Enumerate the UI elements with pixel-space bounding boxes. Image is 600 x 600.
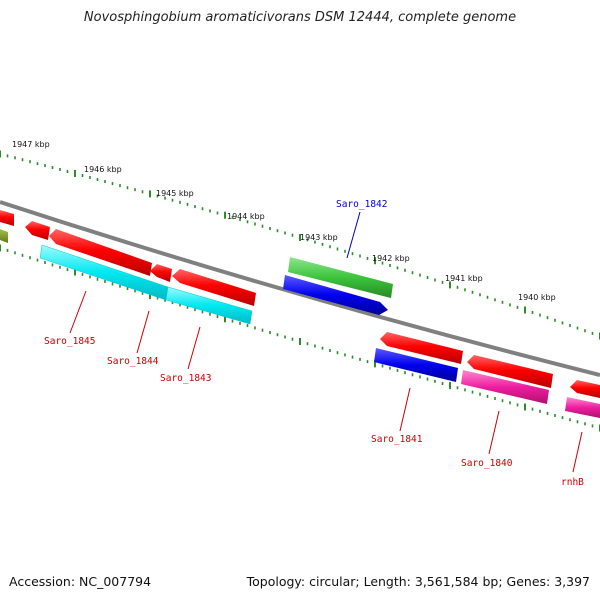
ruler-label: 1941 kbp [445, 274, 483, 283]
gene-label-saro-1840[interactable]: Saro_1840 [461, 458, 513, 469]
gene-arrow[interactable] [150, 264, 172, 282]
label-leader-line [346, 211, 361, 259]
rna-feature[interactable] [165, 286, 253, 325]
gene-label-saro-1843[interactable]: Saro_1843 [160, 373, 211, 384]
saro-1842-green-feature[interactable] [288, 257, 393, 298]
gene-label-saro-1842[interactable]: Saro_1842 [336, 199, 387, 210]
gene-arrow[interactable] [374, 348, 458, 382]
gene-arrow[interactable] [570, 380, 600, 398]
ruler-label: 1946 kbp [84, 165, 122, 174]
misc-feature[interactable] [461, 370, 549, 404]
gene-arrow[interactable] [467, 355, 553, 388]
label-leader-line [572, 431, 583, 473]
misc-feature[interactable] [565, 397, 600, 418]
inner-ruler [0, 244, 600, 432]
gene-arrow[interactable] [25, 221, 50, 240]
outer-ruler [0, 150, 600, 340]
gene-arrow[interactable] [380, 332, 463, 364]
ruler-label: 1943 kbp [300, 233, 338, 242]
accession-text: Accession: NC_007794 [9, 574, 152, 589]
saro-1842-gene-arrow[interactable] [283, 275, 388, 315]
ruler-label: 1942 kbp [372, 254, 410, 263]
label-leader-line [69, 290, 87, 334]
label-leader-line [488, 410, 500, 455]
gene-label-saro-1845[interactable]: Saro_1845 [44, 336, 95, 347]
genome-backbone [0, 200, 600, 377]
label-leader-line [399, 387, 411, 432]
page-title: Novosphingobium aromaticivorans DSM 1244… [83, 10, 517, 25]
gene-arrow[interactable] [172, 269, 256, 306]
gene-arrow[interactable] [0, 210, 14, 226]
gene-arrow[interactable] [0, 229, 8, 243]
genome-summary-text: Topology: circular; Length: 3,561,584 bp… [246, 574, 590, 589]
gene-label-saro-1841[interactable]: Saro_1841 [371, 434, 423, 445]
gene-label-rnhb[interactable]: rnhB [561, 477, 584, 488]
ruler-label: 1940 kbp [518, 293, 556, 302]
ruler-label: 1944 kbp [227, 212, 265, 221]
gene-arrow[interactable] [49, 229, 152, 276]
label-leader-line [187, 326, 201, 370]
ruler-label: 1947 kbp [12, 140, 50, 149]
label-leader-line [136, 310, 150, 354]
ruler-label: 1945 kbp [156, 189, 194, 198]
gene-label-saro-1844[interactable]: Saro_1844 [107, 356, 159, 367]
